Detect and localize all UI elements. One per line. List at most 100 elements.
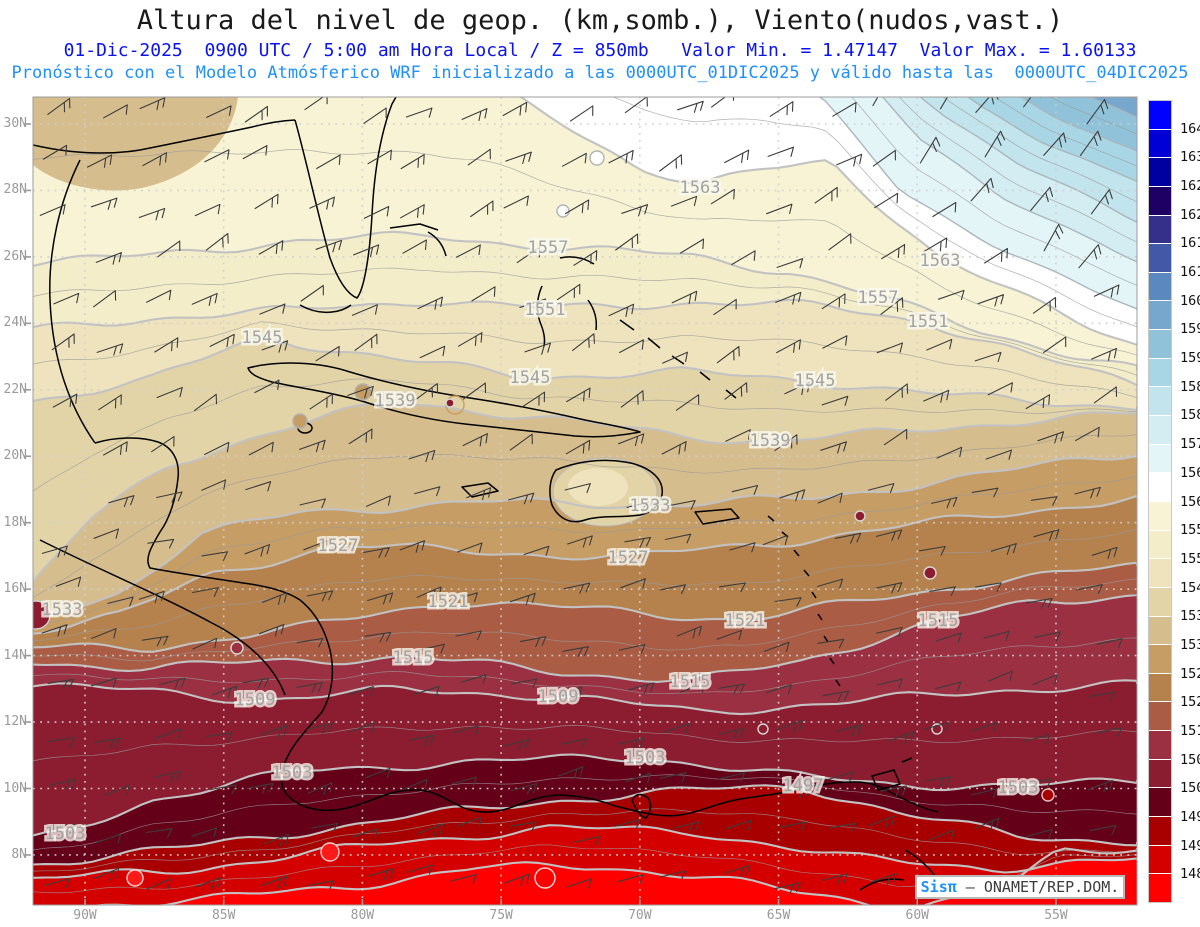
wind-barb — [1024, 778, 1052, 789]
wind-barb — [509, 821, 537, 832]
wind-barb — [566, 878, 593, 889]
wind-barb — [564, 483, 591, 494]
wind-barb — [366, 495, 391, 507]
wind-barb — [766, 203, 793, 215]
wind-barb — [977, 294, 1005, 307]
closed-contour-spot — [757, 723, 769, 735]
wind-barb — [261, 592, 288, 606]
contour-label: 1521 — [725, 611, 766, 631]
wind-barb — [561, 152, 587, 167]
coastline — [904, 849, 936, 877]
colorbar-band — [1149, 186, 1171, 216]
wind-barb — [201, 551, 229, 561]
wind-barb — [244, 544, 271, 557]
contour-minor — [33, 267, 1137, 377]
lon-tick-label: 65W — [766, 908, 791, 923]
colorbar-tick-label: 1605 — [1180, 292, 1200, 309]
wind-barb — [51, 333, 75, 351]
coastline — [793, 549, 800, 557]
wind-barb — [205, 233, 229, 251]
wind-barb — [1043, 336, 1067, 354]
wind-barb — [467, 148, 491, 166]
wind-barb — [1091, 546, 1118, 560]
colorbar-tick-label: 1545 — [1180, 579, 1200, 596]
colorbar-tick-label: 1575 — [1180, 436, 1200, 453]
wind-barb — [1032, 297, 1057, 314]
colorbar-band — [1149, 702, 1171, 732]
wind-barb — [875, 582, 903, 594]
contour-label: 1497 — [783, 776, 824, 796]
contour-minor — [33, 774, 1137, 851]
wind-barb — [53, 292, 80, 305]
wind-barb — [669, 500, 696, 510]
wind-barb — [1087, 779, 1113, 793]
wind-barb — [519, 636, 547, 648]
wind-barb — [209, 333, 235, 348]
wind-barb — [822, 690, 850, 702]
wind-barb — [885, 383, 909, 401]
coastlines — [33, 97, 939, 891]
wind-barb — [923, 389, 950, 403]
wind-barb — [363, 107, 387, 124]
wind-barb — [509, 592, 536, 606]
contour-label: 1509 — [538, 687, 579, 707]
wind-barb — [984, 247, 1008, 264]
wind-barb — [139, 97, 166, 111]
wind-barb — [304, 97, 328, 111]
contour-label: 1545 — [510, 368, 551, 388]
wind-barb — [1088, 691, 1115, 702]
wind-barb — [450, 873, 477, 884]
wind-barb — [1026, 828, 1053, 839]
wind-barb — [49, 778, 77, 791]
wind-barb — [676, 625, 702, 639]
wind-barb — [558, 766, 584, 779]
wind-barb — [774, 597, 802, 607]
wind-barb — [505, 151, 532, 165]
wind-barb — [868, 483, 895, 494]
wind-barb — [985, 449, 1013, 460]
coastline — [871, 769, 901, 791]
wind-barb — [563, 582, 591, 594]
contour-label: 1527 — [318, 536, 359, 556]
wind-barb — [455, 630, 482, 641]
wind-barb — [206, 105, 232, 118]
contour-label: 1527 — [608, 548, 649, 568]
wind-barb — [1023, 97, 1042, 108]
contour-label: 1545 — [242, 328, 283, 348]
coastline — [699, 371, 711, 381]
coastline — [901, 757, 913, 763]
wind-barb — [573, 835, 600, 846]
wind-barb — [523, 545, 550, 556]
wind-barb — [971, 722, 997, 733]
wind-barb — [405, 107, 433, 118]
wind-barb — [876, 678, 903, 689]
wind-barb — [461, 108, 488, 122]
colorbar-band — [1149, 129, 1171, 159]
wind-barb — [765, 684, 792, 695]
contour-major-1563 — [518, 97, 1137, 346]
wind-barb — [86, 154, 113, 168]
closed-contour-spot — [126, 869, 144, 887]
colorbar-band — [1149, 501, 1171, 531]
colorbar-band — [1149, 874, 1171, 902]
colorbar-band — [1149, 530, 1171, 560]
colorbar-tick-label: 1515 — [1180, 722, 1200, 739]
wind-barb — [779, 489, 806, 502]
colorbar-band — [1149, 817, 1171, 846]
wind-barb — [145, 878, 171, 890]
colorbar-tick-label: 1509 — [1180, 751, 1200, 768]
lat-tick-label: 12N — [3, 714, 27, 730]
wind-barb — [91, 628, 117, 639]
wind-barb — [311, 822, 338, 833]
wind-barb — [762, 534, 789, 546]
wind-barb — [48, 736, 75, 747]
wind-barb — [817, 492, 843, 504]
wind-barb — [774, 434, 798, 452]
colorbar-tick-label: 1617 — [1180, 235, 1200, 252]
wind-barb — [974, 817, 1000, 831]
wind-barb — [671, 290, 698, 305]
wind-barb — [95, 833, 122, 845]
colorbar-band — [1149, 244, 1171, 273]
closed-contour-spot — [589, 150, 605, 166]
wind-barb — [729, 542, 756, 553]
